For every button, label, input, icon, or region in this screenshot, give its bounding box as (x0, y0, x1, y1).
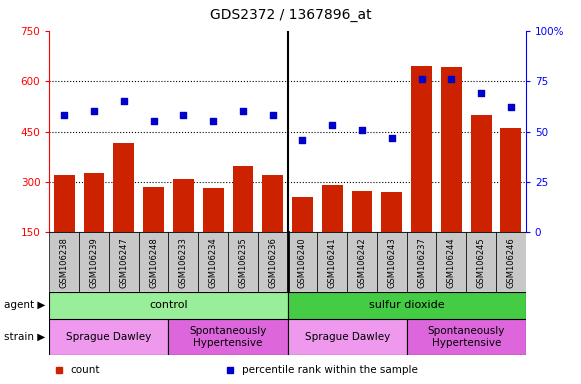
Bar (467, 232, 496, 292)
Point (268, 112, 277, 118)
Bar (411, 66, 432, 283)
Text: GSM106234: GSM106234 (209, 237, 218, 288)
Bar (54, 175, 75, 283)
Bar (49, 232, 79, 292)
Bar (258, 232, 288, 292)
Bar (381, 192, 402, 283)
Text: Spontaneously
Hypertensive: Spontaneously Hypertensive (428, 326, 505, 348)
Bar (407, 319, 526, 355)
Bar (168, 319, 288, 355)
Bar (143, 187, 164, 283)
Text: GSM106244: GSM106244 (447, 237, 456, 288)
Bar (228, 232, 258, 292)
Bar (198, 232, 228, 292)
Text: GSM106237: GSM106237 (417, 237, 426, 288)
Text: GSM106242: GSM106242 (357, 237, 367, 288)
Point (119, 98, 128, 104)
Bar (288, 232, 317, 292)
Bar (471, 115, 492, 283)
Bar (441, 67, 462, 283)
Bar (168, 232, 198, 292)
Point (506, 104, 515, 111)
Point (357, 126, 367, 132)
Bar (173, 179, 194, 283)
Bar (288, 319, 407, 355)
Point (476, 90, 486, 96)
Text: GSM106233: GSM106233 (179, 237, 188, 288)
Text: GSM106243: GSM106243 (388, 237, 396, 288)
Text: GSM106238: GSM106238 (60, 237, 69, 288)
Bar (79, 232, 109, 292)
Bar (377, 232, 407, 292)
Point (328, 122, 337, 129)
Point (387, 134, 396, 141)
Bar (139, 232, 168, 292)
Bar (113, 143, 134, 283)
Text: Sprague Dawley: Sprague Dawley (304, 332, 390, 342)
Bar (352, 191, 372, 283)
Text: GSM106246: GSM106246 (507, 237, 515, 288)
Text: control: control (149, 300, 188, 310)
Bar (84, 172, 105, 283)
Text: Spontaneously
Hypertensive: Spontaneously Hypertensive (189, 326, 267, 348)
Bar (500, 128, 521, 283)
Point (209, 118, 218, 124)
Bar (49, 319, 168, 355)
Point (447, 76, 456, 82)
Text: percentile rank within the sample: percentile rank within the sample (242, 364, 418, 375)
Text: GSM106248: GSM106248 (149, 237, 158, 288)
Text: Sprague Dawley: Sprague Dawley (66, 332, 152, 342)
Point (238, 108, 248, 114)
Text: agent ▶: agent ▶ (4, 300, 45, 310)
Bar (496, 232, 526, 292)
Bar (49, 292, 288, 319)
Point (179, 112, 188, 118)
Point (89, 108, 99, 114)
Text: GSM106240: GSM106240 (298, 237, 307, 288)
Text: strain ▶: strain ▶ (4, 332, 45, 342)
Bar (109, 232, 139, 292)
Point (417, 76, 426, 82)
Bar (292, 197, 313, 283)
Bar (317, 232, 347, 292)
Text: GSM106241: GSM106241 (328, 237, 337, 288)
Bar (232, 166, 253, 283)
Text: GSM106239: GSM106239 (89, 237, 99, 288)
Text: GDS2372 / 1367896_at: GDS2372 / 1367896_at (210, 8, 371, 22)
Bar (436, 232, 467, 292)
Bar (288, 292, 526, 319)
Text: GSM106235: GSM106235 (238, 237, 248, 288)
Text: GSM106247: GSM106247 (119, 237, 128, 288)
Bar (262, 175, 283, 283)
Bar (347, 232, 377, 292)
Text: GSM106245: GSM106245 (476, 237, 486, 288)
Text: sulfur dioxide: sulfur dioxide (369, 300, 444, 310)
Text: count: count (71, 364, 101, 375)
Point (149, 118, 158, 124)
Bar (203, 188, 224, 283)
Point (60, 112, 69, 118)
Bar (322, 185, 343, 283)
Bar (407, 232, 436, 292)
Point (298, 136, 307, 142)
Text: GSM106236: GSM106236 (268, 237, 277, 288)
